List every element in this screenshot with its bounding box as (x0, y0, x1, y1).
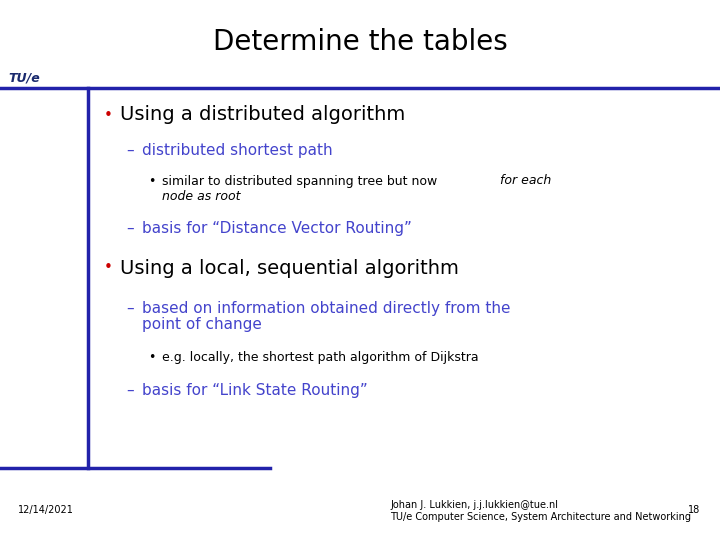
Text: Using a distributed algorithm: Using a distributed algorithm (120, 105, 405, 125)
Text: •: • (104, 107, 112, 123)
Text: –: – (126, 382, 134, 397)
Text: •: • (148, 174, 156, 187)
Text: •: • (104, 260, 112, 275)
Text: TU/e: TU/e (8, 71, 40, 84)
Text: TU/e Computer Science, System Architecture and Networking: TU/e Computer Science, System Architectu… (390, 512, 691, 522)
Text: basis for “Distance Vector Routing”: basis for “Distance Vector Routing” (142, 220, 412, 235)
Text: Johan J. Lukkien, j.j.lukkien@tue.nl: Johan J. Lukkien, j.j.lukkien@tue.nl (390, 500, 558, 510)
Text: based on information obtained directly from the: based on information obtained directly f… (142, 300, 510, 315)
Text: Using a local, sequential algorithm: Using a local, sequential algorithm (120, 259, 459, 278)
Text: •: • (148, 352, 156, 365)
Text: for each: for each (500, 174, 552, 187)
Text: Determine the tables: Determine the tables (212, 28, 508, 56)
Text: basis for “Link State Routing”: basis for “Link State Routing” (142, 382, 368, 397)
Text: point of change: point of change (142, 316, 262, 332)
Text: e.g. locally, the shortest path algorithm of Dijkstra: e.g. locally, the shortest path algorith… (162, 352, 479, 365)
Text: similar to distributed spanning tree but now: similar to distributed spanning tree but… (162, 174, 441, 187)
Text: –: – (126, 300, 134, 315)
Text: 18: 18 (688, 505, 700, 515)
Text: 12/14/2021: 12/14/2021 (18, 505, 74, 515)
Text: –: – (126, 220, 134, 235)
Text: distributed shortest path: distributed shortest path (142, 143, 333, 158)
Text: –: – (126, 143, 134, 158)
Text: node as root: node as root (162, 191, 240, 204)
